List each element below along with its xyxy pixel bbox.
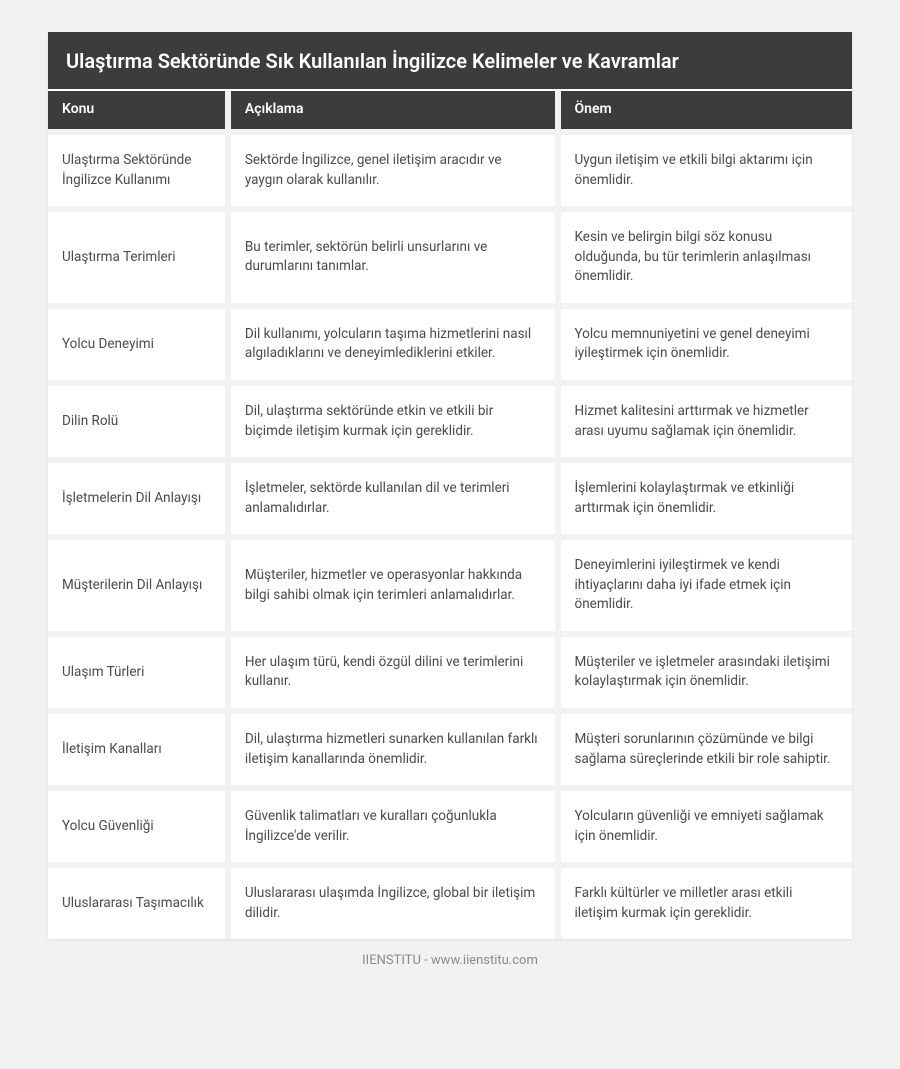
table-cell: Dil, ulaştırma sektöründe etkin ve etkil… bbox=[225, 380, 555, 457]
table-title: Ulaştırma Sektöründe Sık Kullanılan İngi… bbox=[48, 32, 852, 89]
table-cell: Müşteriler ve işletmeler arasındaki ilet… bbox=[555, 631, 853, 708]
table-cell: Dil, ulaştırma hizmetleri sunarken kulla… bbox=[225, 708, 555, 785]
table-row: Müşterilerin Dil AnlayışıMüşteriler, hiz… bbox=[48, 534, 852, 631]
table-header-row: Konu Açıklama Önem bbox=[48, 89, 852, 129]
table-cell: İletişim Kanalları bbox=[48, 708, 225, 785]
table-body: Ulaştırma Sektöründe İngilizce Kullanımı… bbox=[48, 129, 852, 939]
table-row: Yolcu GüvenliğiGüvenlik talimatları ve k… bbox=[48, 785, 852, 862]
table-row: Yolcu DeneyimiDil kullanımı, yolcuların … bbox=[48, 303, 852, 380]
table-cell: Ulaştırma Sektöründe İngilizce Kullanımı bbox=[48, 129, 225, 206]
table-cell: İşletmelerin Dil Anlayışı bbox=[48, 457, 225, 534]
table-cell: Hizmet kalitesini arttırmak ve hizmetler… bbox=[555, 380, 853, 457]
table-cell: Her ulaşım türü, kendi özgül dilini ve t… bbox=[225, 631, 555, 708]
table-cell: Yolcu Deneyimi bbox=[48, 303, 225, 380]
table-cell: Müşteri sorunlarının çözümünde ve bilgi … bbox=[555, 708, 853, 785]
table-row: Uluslararası TaşımacılıkUluslararası ula… bbox=[48, 862, 852, 939]
table-cell: Farklı kültürler ve milletler arası etki… bbox=[555, 862, 853, 939]
table-cell: Ulaşım Türleri bbox=[48, 631, 225, 708]
table-cell: Kesin ve belirgin bilgi söz konusu olduğ… bbox=[555, 206, 853, 303]
table-cell: Yolcu Güvenliği bbox=[48, 785, 225, 862]
data-table: Konu Açıklama Önem Ulaştırma Sektöründe … bbox=[48, 89, 852, 939]
table-row: Ulaştırma TerimleriBu terimler, sektörün… bbox=[48, 206, 852, 303]
table-cell: Dil kullanımı, yolcuların taşıma hizmetl… bbox=[225, 303, 555, 380]
table-row: İletişim KanallarıDil, ulaştırma hizmetl… bbox=[48, 708, 852, 785]
content-card: Ulaştırma Sektöründe Sık Kullanılan İngi… bbox=[48, 32, 852, 939]
table-cell: Yolcuların güvenliği ve emniyeti sağlama… bbox=[555, 785, 853, 862]
table-row: Ulaştırma Sektöründe İngilizce Kullanımı… bbox=[48, 129, 852, 206]
table-row: Ulaşım TürleriHer ulaşım türü, kendi özg… bbox=[48, 631, 852, 708]
table-cell: Dilin Rolü bbox=[48, 380, 225, 457]
footer-text: IIENSTITU - www.iienstitu.com bbox=[48, 939, 852, 968]
column-header-topic: Konu bbox=[48, 89, 225, 129]
table-cell: Müşteriler, hizmetler ve operasyonlar ha… bbox=[225, 534, 555, 631]
table-cell: İşlemlerini kolaylaştırmak ve etkinliği … bbox=[555, 457, 853, 534]
table-cell: Ulaştırma Terimleri bbox=[48, 206, 225, 303]
table-cell: Bu terimler, sektörün belirli unsurların… bbox=[225, 206, 555, 303]
column-header-description: Açıklama bbox=[225, 89, 555, 129]
table-cell: İşletmeler, sektörde kullanılan dil ve t… bbox=[225, 457, 555, 534]
table-cell: Uygun iletişim ve etkili bilgi aktarımı … bbox=[555, 129, 853, 206]
table-row: Dilin RolüDil, ulaştırma sektöründe etki… bbox=[48, 380, 852, 457]
column-header-importance: Önem bbox=[555, 89, 853, 129]
table-cell: Uluslararası ulaşımda İngilizce, global … bbox=[225, 862, 555, 939]
table-cell: Yolcu memnuniyetini ve genel deneyimi iy… bbox=[555, 303, 853, 380]
table-cell: Uluslararası Taşımacılık bbox=[48, 862, 225, 939]
table-cell: Güvenlik talimatları ve kuralları çoğunl… bbox=[225, 785, 555, 862]
table-row: İşletmelerin Dil Anlayışıİşletmeler, sek… bbox=[48, 457, 852, 534]
table-cell: Sektörde İngilizce, genel iletişim aracı… bbox=[225, 129, 555, 206]
table-cell: Müşterilerin Dil Anlayışı bbox=[48, 534, 225, 631]
table-cell: Deneyimlerini iyileştirmek ve kendi ihti… bbox=[555, 534, 853, 631]
